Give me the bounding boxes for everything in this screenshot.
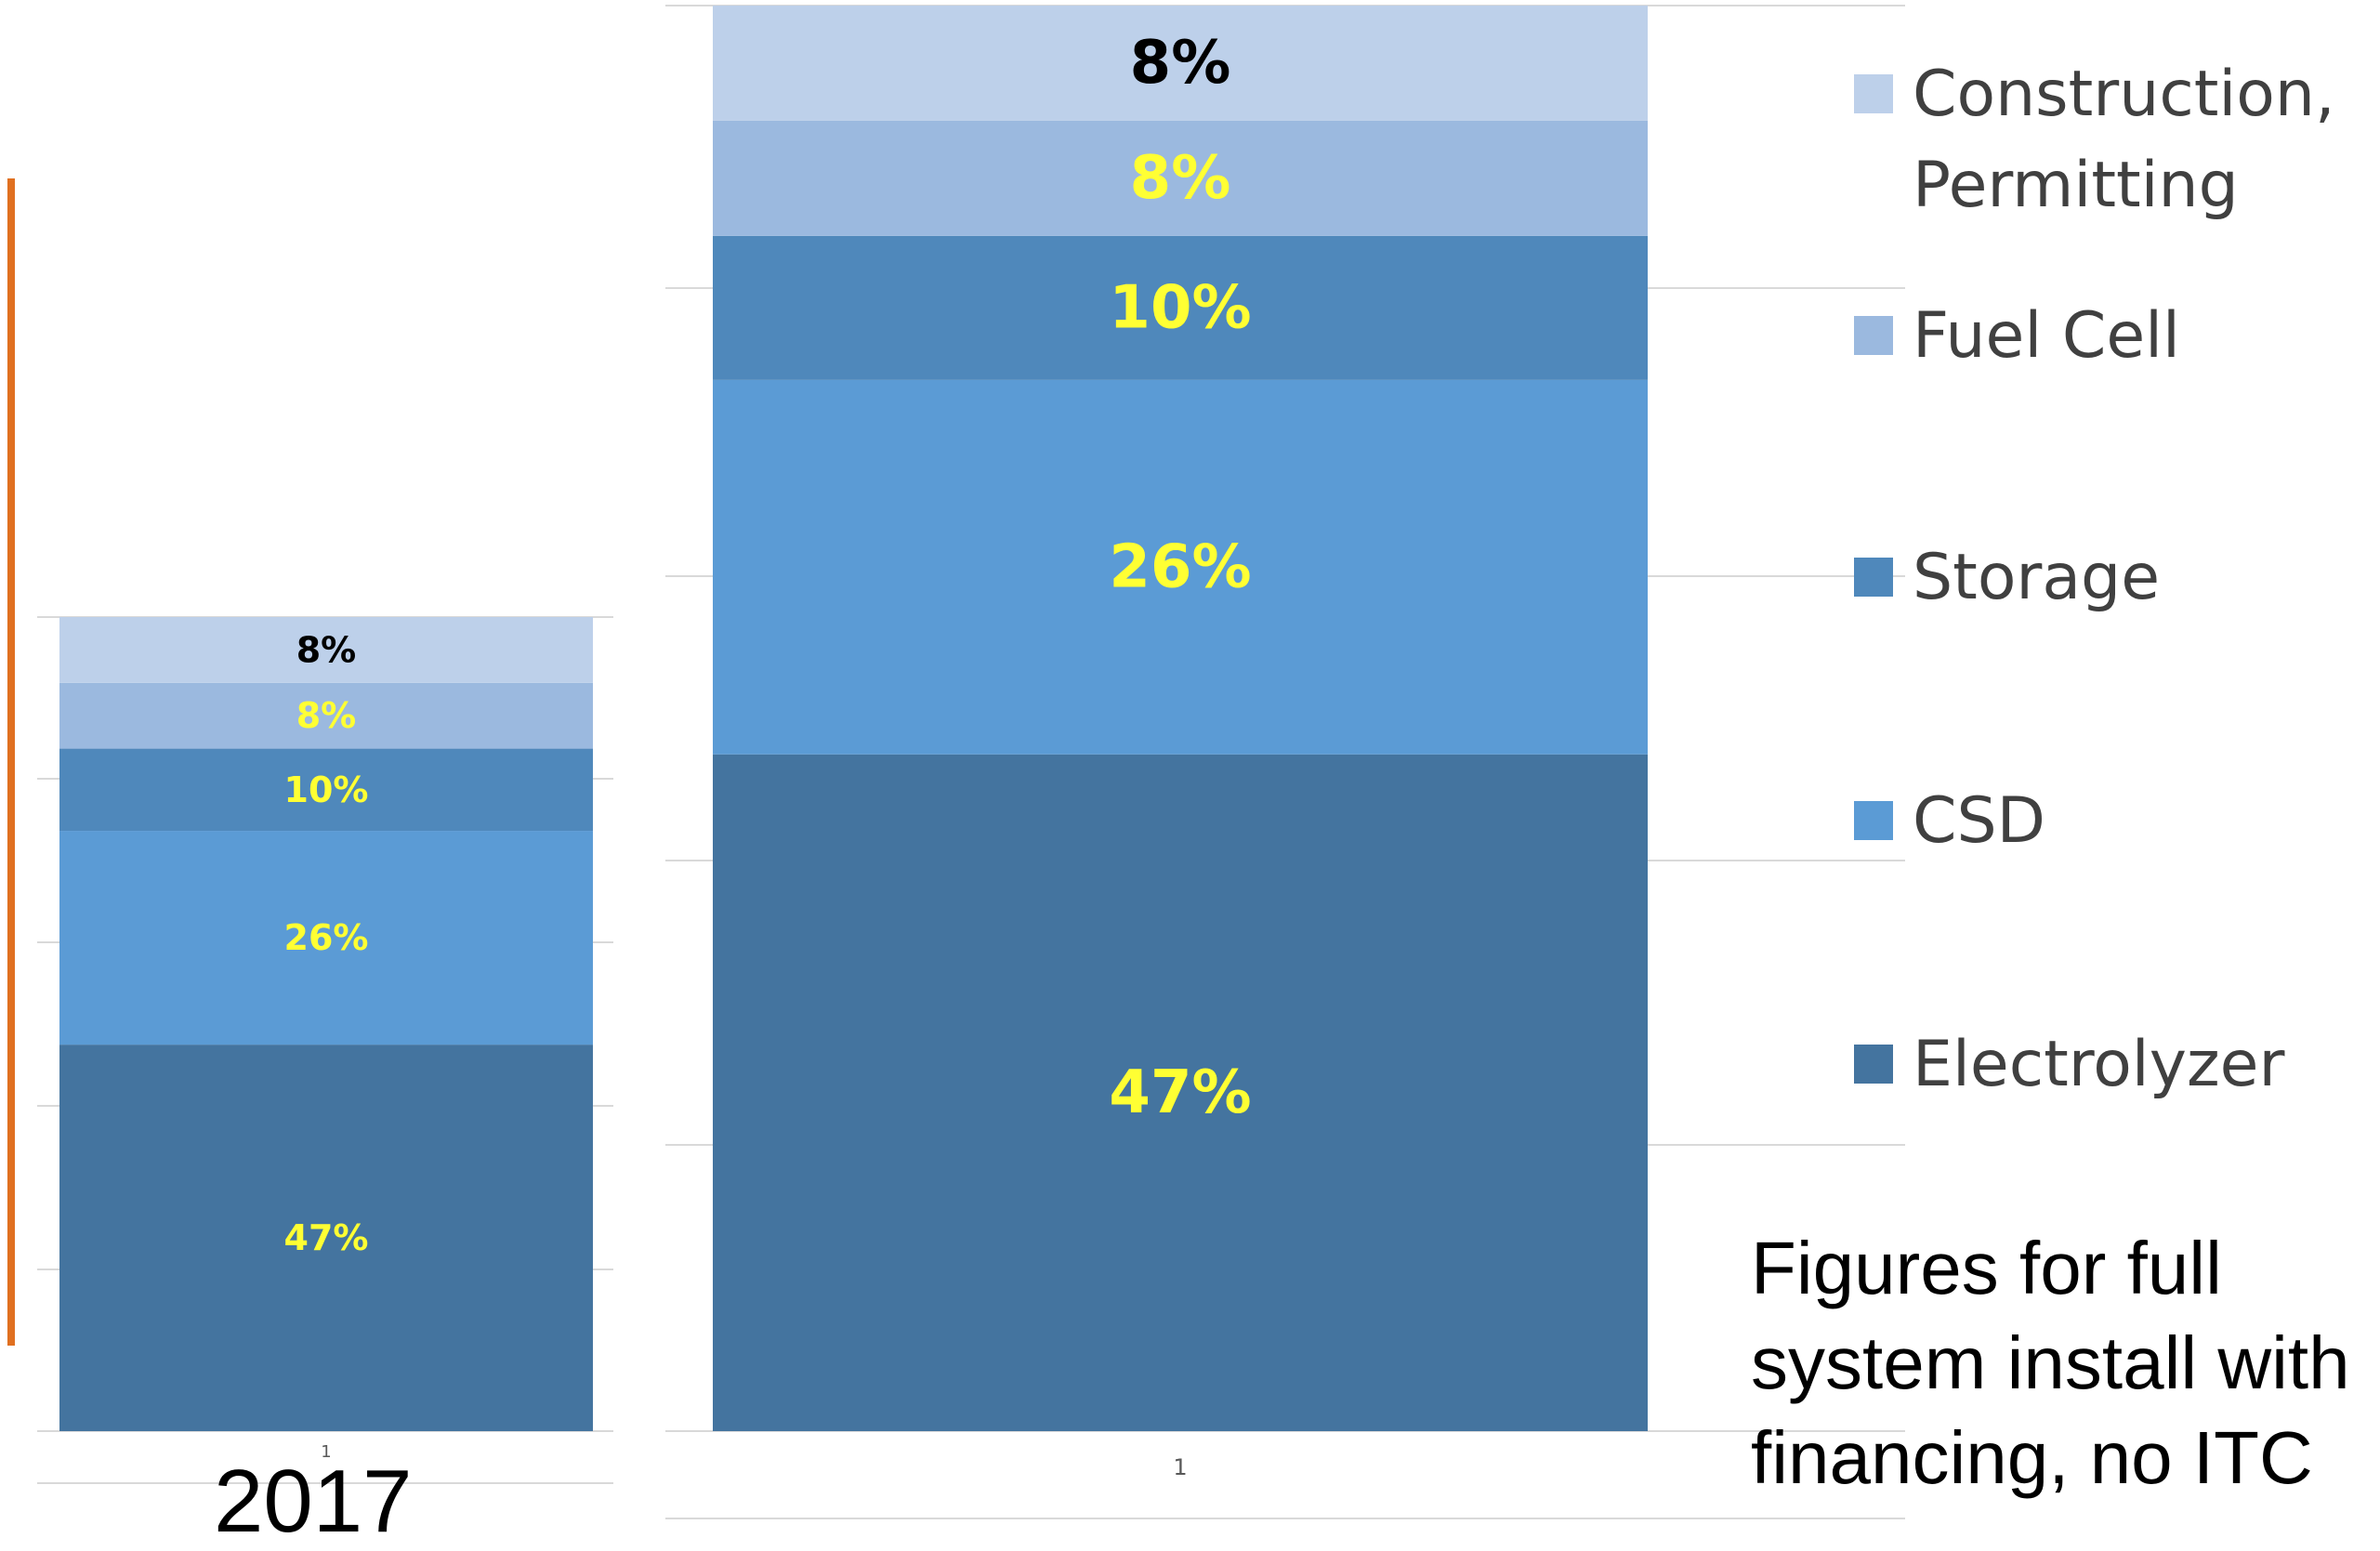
small-data-label: 47%	[284, 1217, 369, 1258]
legend-swatch	[1854, 74, 1893, 113]
large-data-label: 10%	[1109, 273, 1251, 342]
year-caption: 2017	[214, 1452, 413, 1551]
small-bar-segment-storage	[59, 748, 593, 832]
large-bar-segment-construction-permitting	[713, 6, 1648, 121]
legend-label: Electrolyzer	[1913, 1028, 2284, 1101]
small-data-label: 8%	[296, 695, 357, 736]
small-bar-segment-csd	[59, 831, 593, 1045]
large-data-label: 8%	[1130, 144, 1231, 213]
small-data-label: 10%	[284, 769, 369, 810]
note-text: Figures for full system install with fin…	[1751, 1221, 2380, 1505]
note-line-2: system install with	[1751, 1321, 2350, 1404]
legend-swatch	[1854, 558, 1893, 597]
large-bar-segment-csd	[713, 379, 1648, 755]
large-chart: 47% 26% 10% 8% 8% 1	[665, 5, 1905, 1519]
legend: Construction, Permitting Fuel Cell Storage C…	[1854, 58, 2335, 1101]
legend-label-line-2: Permitting	[1913, 149, 2239, 222]
legend-swatch	[1854, 316, 1893, 355]
small-bar-segment-construction-permitting	[59, 617, 593, 683]
legend-label: Construction,	[1913, 58, 2335, 131]
small-bar-segment-fuel-cell	[59, 682, 593, 749]
note-line-3: financing, no ITC	[1751, 1416, 2313, 1499]
large-bar-segment-fuel-cell	[713, 120, 1648, 236]
small-bar-segment-electrolyzer	[59, 1045, 593, 1431]
large-data-label: 47%	[1109, 1058, 1251, 1127]
legend-label: Fuel Cell	[1913, 299, 2180, 373]
small-data-label: 26%	[284, 917, 369, 958]
legend-label: CSD	[1913, 784, 2045, 858]
small-data-label: 8%	[296, 629, 357, 670]
large-data-label: 8%	[1130, 29, 1231, 98]
legend-label: Storage	[1913, 541, 2160, 614]
note-line-1: Figures for full	[1751, 1227, 2222, 1309]
large-x-tick-label: 1	[1173, 1454, 1187, 1480]
small-chart: 47% 26% 10% 8% 8% 1	[37, 616, 613, 1484]
legend-swatch	[1854, 801, 1893, 840]
large-bar-segment-storage	[713, 235, 1648, 380]
large-data-label: 26%	[1109, 532, 1251, 601]
legend-swatch	[1854, 1045, 1893, 1084]
large-bar-segment-electrolyzer	[713, 754, 1648, 1431]
small-x-tick-label: 1	[321, 1442, 331, 1462]
